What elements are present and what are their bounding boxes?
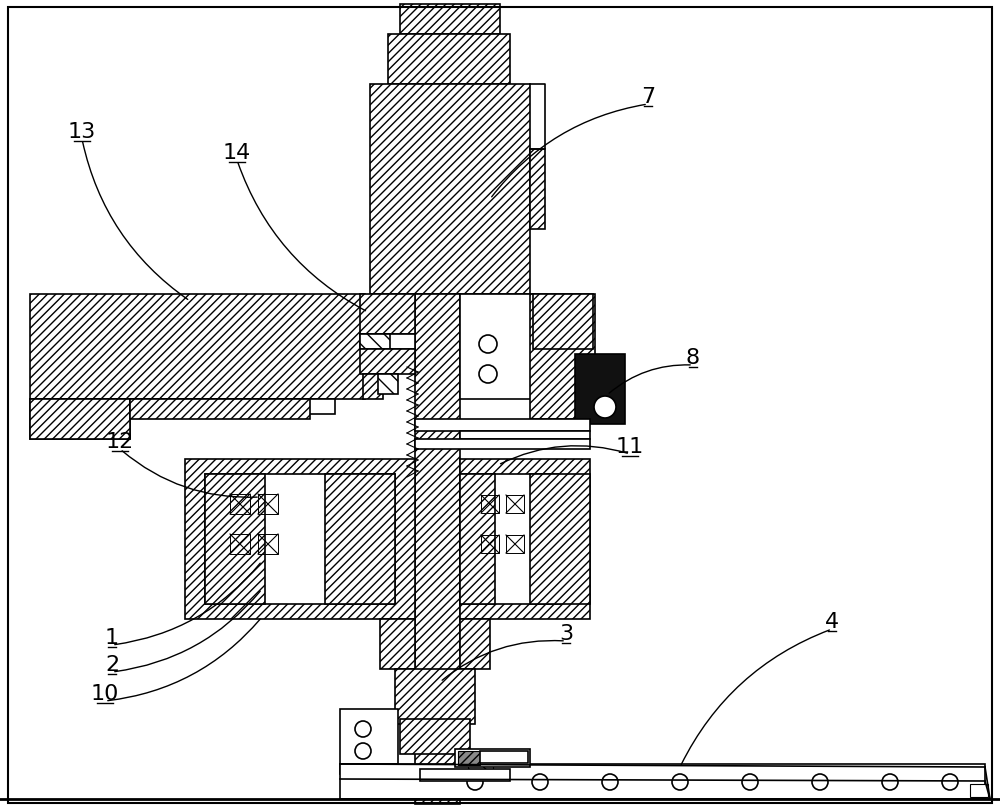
Text: 8: 8 <box>686 348 700 367</box>
Bar <box>460 474 560 604</box>
Text: 14: 14 <box>223 143 251 163</box>
Bar <box>185 460 415 620</box>
Bar <box>420 769 510 781</box>
Bar <box>395 669 475 724</box>
Bar <box>30 294 365 400</box>
Bar <box>460 460 590 620</box>
Bar <box>388 35 510 85</box>
Bar <box>30 400 130 440</box>
Bar <box>325 474 395 604</box>
Bar <box>530 150 545 230</box>
Circle shape <box>479 336 497 354</box>
Bar <box>481 535 499 553</box>
Circle shape <box>672 774 688 790</box>
Bar <box>360 294 415 335</box>
Text: 13: 13 <box>68 122 96 142</box>
Text: 3: 3 <box>559 623 573 643</box>
Bar <box>506 535 524 553</box>
Bar <box>30 400 130 440</box>
Bar <box>460 620 490 669</box>
Bar <box>970 784 988 797</box>
Bar <box>205 474 395 604</box>
Bar <box>340 709 398 764</box>
Bar <box>460 294 535 400</box>
Circle shape <box>355 721 371 737</box>
Bar <box>533 294 593 350</box>
Bar <box>258 495 278 514</box>
Bar <box>130 400 310 419</box>
Bar <box>360 350 415 375</box>
Text: 7: 7 <box>641 87 655 107</box>
Bar <box>230 495 250 514</box>
Circle shape <box>594 397 616 418</box>
Text: 10: 10 <box>91 683 119 703</box>
Text: 4: 4 <box>825 611 839 631</box>
Text: 11: 11 <box>616 436 644 457</box>
Bar <box>415 440 590 449</box>
Bar <box>230 534 250 554</box>
Bar <box>460 474 495 604</box>
Text: 2: 2 <box>105 654 119 674</box>
Circle shape <box>742 774 758 790</box>
Bar <box>363 375 383 400</box>
Circle shape <box>467 774 483 790</box>
Text: 12: 12 <box>106 431 134 452</box>
Bar <box>460 431 590 440</box>
Bar <box>400 5 500 35</box>
Bar <box>480 751 528 763</box>
Circle shape <box>882 774 898 790</box>
Bar <box>370 85 530 294</box>
Bar <box>458 751 480 765</box>
Bar <box>506 496 524 513</box>
Bar <box>530 294 595 419</box>
Circle shape <box>602 774 618 790</box>
Bar <box>205 474 265 604</box>
Bar <box>481 496 499 513</box>
Bar <box>415 419 590 431</box>
Polygon shape <box>575 354 625 424</box>
Circle shape <box>532 774 548 790</box>
Circle shape <box>942 774 958 790</box>
Bar <box>415 294 460 804</box>
Bar <box>468 759 493 779</box>
Bar <box>400 719 470 754</box>
Bar <box>380 620 415 669</box>
Bar <box>340 764 398 774</box>
Bar <box>378 375 398 394</box>
Circle shape <box>355 743 371 759</box>
Circle shape <box>479 366 497 384</box>
Bar <box>360 335 415 350</box>
Text: 1: 1 <box>105 627 119 647</box>
Circle shape <box>812 774 828 790</box>
Bar <box>130 400 335 414</box>
Bar <box>340 764 985 799</box>
Bar <box>258 534 278 554</box>
Bar <box>530 474 590 604</box>
Bar <box>455 749 530 767</box>
Bar <box>360 335 390 350</box>
